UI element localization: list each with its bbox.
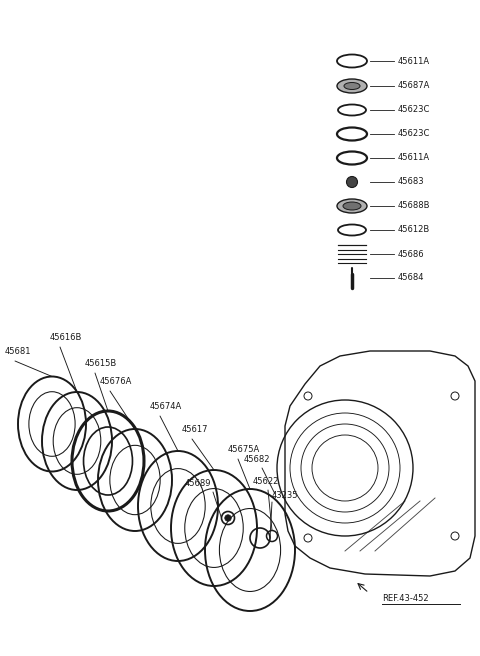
Text: 45615B: 45615B (85, 359, 117, 368)
Text: 45623C: 45623C (398, 129, 431, 138)
Text: 45622: 45622 (253, 477, 279, 486)
Text: 45616B: 45616B (50, 333, 83, 342)
Text: 45683: 45683 (398, 178, 425, 186)
Ellipse shape (343, 202, 361, 210)
Text: 45681: 45681 (5, 347, 32, 356)
Text: REF.43-452: REF.43-452 (382, 594, 429, 603)
Ellipse shape (337, 79, 367, 93)
Text: 45686: 45686 (398, 249, 425, 258)
Text: 45623C: 45623C (398, 106, 431, 115)
Text: 45684: 45684 (398, 274, 424, 283)
Text: 45687A: 45687A (398, 81, 431, 91)
Text: 45682: 45682 (244, 455, 271, 464)
Circle shape (225, 515, 231, 522)
Ellipse shape (344, 83, 360, 89)
Text: 45617: 45617 (182, 425, 208, 434)
Circle shape (347, 176, 358, 188)
Text: 45611A: 45611A (398, 154, 430, 163)
Text: 43235: 43235 (272, 491, 299, 500)
Text: 45611A: 45611A (398, 56, 430, 66)
Text: 45689: 45689 (185, 479, 212, 488)
Text: 45612B: 45612B (398, 226, 430, 234)
Text: 45676A: 45676A (100, 377, 132, 386)
Ellipse shape (337, 199, 367, 213)
Text: 45675A: 45675A (228, 445, 260, 454)
Text: 45688B: 45688B (398, 201, 431, 211)
Text: 45674A: 45674A (150, 402, 182, 411)
